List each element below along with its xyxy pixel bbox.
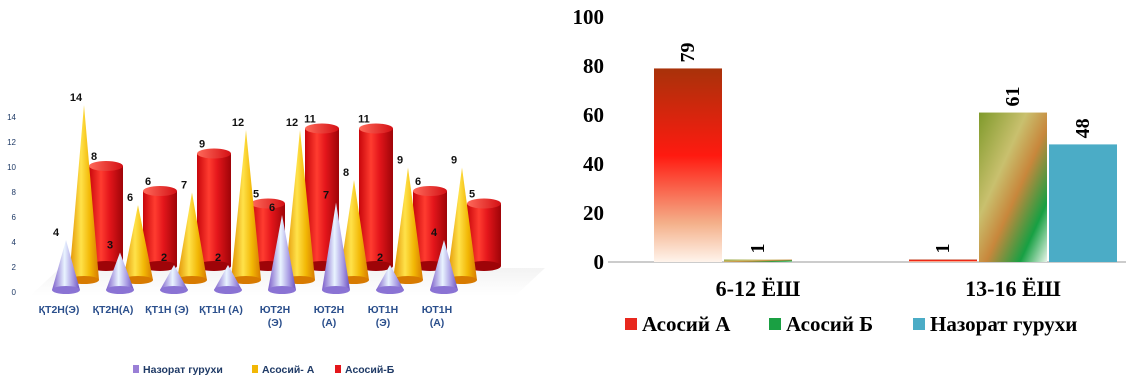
y-tick-label: 20: [583, 201, 604, 225]
cone-mark: [106, 252, 134, 294]
category-label: ҚТ2Н(Э): [39, 304, 80, 316]
y-tick-label: 10: [7, 163, 16, 172]
data-label: 79: [677, 42, 699, 62]
category-label: ҚТ2Н(А): [93, 304, 134, 316]
category-label: ЮТ2Н: [314, 304, 344, 316]
data-label: 1: [932, 244, 954, 254]
legend-swatch: [769, 318, 781, 330]
data-label-asosiy-a: 7: [181, 180, 187, 192]
data-label-asosiy-b: 6: [145, 176, 151, 188]
legend-swatch: [335, 365, 341, 373]
data-label-nazorat: 2: [215, 252, 221, 264]
category-label: 6-12 ЁШ: [716, 276, 801, 301]
legend-label: Асосий Б: [786, 312, 873, 336]
category-label: (Э): [268, 317, 282, 329]
cone-mark: [393, 167, 423, 284]
legend-label: Назорат гурухи: [930, 312, 1077, 336]
data-label-asosiy-a: 14: [70, 92, 83, 104]
category-label: (А): [430, 317, 445, 329]
category-label: (Э): [376, 317, 390, 329]
legend-label: Асосий А: [642, 312, 731, 336]
cone-mark: [322, 202, 350, 294]
data-label-asosiy-b: 11: [358, 114, 370, 126]
cone-mark: [214, 265, 242, 294]
category-label: ҚТ1Н (А): [199, 304, 243, 316]
data-label-nazorat: 3: [107, 240, 113, 252]
bar: [909, 259, 977, 262]
y-tick-label: 12: [7, 138, 16, 147]
y-tick-label: 80: [583, 54, 604, 78]
cone-mark: [177, 192, 207, 284]
data-label-nazorat: 2: [161, 252, 167, 264]
bar: [724, 259, 792, 262]
data-label-nazorat: 2: [377, 252, 383, 264]
legend-label: Назорат гурухи: [143, 364, 223, 376]
y-tick-label: 14: [7, 113, 16, 122]
cone-mark: [268, 215, 296, 294]
category-label: 13-16 ЁШ: [965, 276, 1061, 301]
cone-mark: [376, 265, 404, 294]
y-tick-label: 0: [12, 288, 17, 297]
data-label-nazorat: 4: [53, 227, 60, 239]
data-label-asosiy-a: 9: [451, 155, 457, 167]
y-tick-label: 2: [12, 263, 17, 272]
legend-swatch: [913, 318, 925, 330]
data-label-asosiy-b: 6: [415, 176, 421, 188]
data-label: 1: [747, 244, 769, 254]
y-tick-label: 0: [594, 250, 605, 274]
y-tick-label: 6: [12, 213, 17, 222]
data-label-asosiy-b: 5: [253, 189, 259, 201]
cylinder-mark: [197, 148, 231, 271]
data-label-nazorat: 4: [431, 227, 438, 239]
data-label-asosiy-a: 8: [343, 167, 349, 179]
bar: [1049, 144, 1117, 262]
y-tick-label: 100: [573, 5, 605, 29]
bar: [654, 68, 722, 262]
bar: [979, 112, 1047, 262]
data-label-nazorat: 6: [269, 202, 275, 214]
legend-swatch: [133, 365, 139, 373]
category-label: (А): [322, 317, 337, 329]
category-label: ЮТ2Н: [260, 304, 290, 316]
data-label-asosiy-b: 11: [304, 114, 316, 126]
data-label-asosiy-a: 9: [397, 155, 403, 167]
y-tick-label: 40: [583, 152, 604, 176]
legend-label: Асосий-Б: [345, 364, 395, 376]
data-label-asosiy-a: 6: [127, 192, 133, 204]
cone-mark: [160, 265, 188, 294]
data-label: 61: [1002, 87, 1024, 107]
legend-swatch: [625, 318, 637, 330]
category-label: ЮТ1Н: [368, 304, 398, 316]
data-label-asosiy-a: 12: [286, 117, 298, 129]
legend-label: Асосий- А: [262, 364, 315, 376]
data-label-asosiy-b: 5: [469, 189, 475, 201]
data-label: 48: [1072, 118, 1094, 138]
right-bar-chart: 0 20 40 60 80 100 79 1 1 61 48 6-12 ЁШ 13-16 ЁШ Ас…: [573, 5, 1126, 336]
category-label: ЮТ1Н: [422, 304, 452, 316]
legend-swatch: [252, 365, 258, 373]
data-label-asosiy-b: 9: [199, 139, 205, 151]
data-label-nazorat: 7: [323, 190, 329, 202]
y-tick-label: 8: [12, 188, 17, 197]
cone-mark: [52, 240, 80, 294]
data-label-asosiy-b: 8: [91, 151, 97, 163]
cone-mark: [430, 240, 458, 294]
y-tick-label: 60: [583, 103, 604, 127]
y-tick-label: 4: [12, 238, 17, 247]
category-label: ҚТ1Н (Э): [145, 304, 189, 316]
cylinder-mark: [359, 123, 393, 271]
cylinder-mark: [143, 186, 177, 271]
data-label-asosiy-a: 12: [232, 117, 244, 129]
cone-mark: [231, 130, 261, 284]
